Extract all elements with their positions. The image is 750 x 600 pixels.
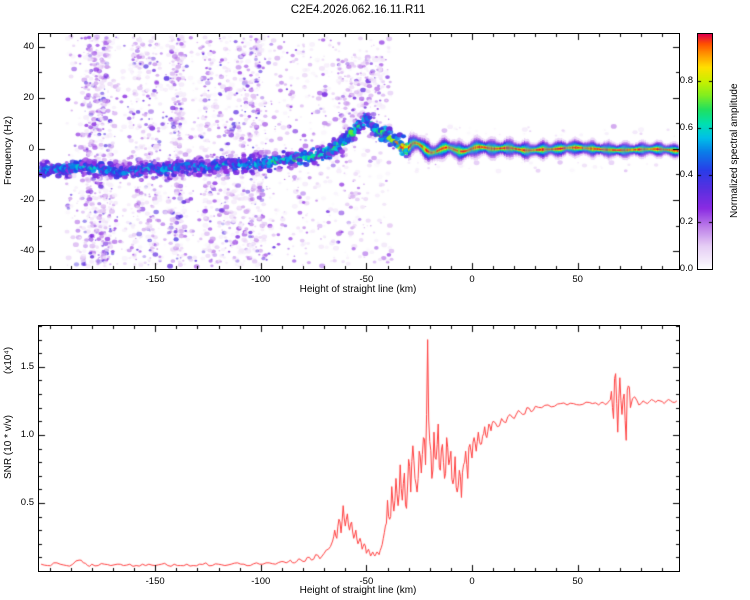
y-tick-label: 1.5 xyxy=(20,360,34,372)
y-tick-label: -20 xyxy=(20,194,34,206)
colorbar-label: Normalized spectral amplitude xyxy=(729,83,740,218)
y-tick-label: 0 xyxy=(28,142,34,154)
spectrogram-canvas xyxy=(39,34,679,269)
x-tick-label: -50 xyxy=(359,274,374,285)
x-tick-label: 50 xyxy=(572,274,583,285)
colorbar-tick-label: 0.0 xyxy=(679,263,693,274)
y-tick-label: 20 xyxy=(23,91,34,103)
colorbar-tick-label: 0.4 xyxy=(679,169,693,180)
colorbar-tick-label: 0.2 xyxy=(679,216,693,227)
spectrogram-xlabel: Height of straight line (km) xyxy=(299,284,417,295)
spectrogram-panel xyxy=(38,33,680,270)
x-tick-label: -100 xyxy=(251,274,271,285)
snr-canvas xyxy=(39,326,679,571)
colorbar-tick-label: 0.6 xyxy=(679,122,693,133)
snr-xlabel: Height of straight line (km) xyxy=(299,585,417,596)
y-tick-label: 1.0 xyxy=(20,428,34,440)
colorbar-tick-label: 0.8 xyxy=(679,75,693,86)
colorbar-canvas xyxy=(698,34,712,269)
x-tick-label: -150 xyxy=(145,576,165,587)
snr-panel xyxy=(38,325,680,572)
x-tick-label: -150 xyxy=(145,274,165,285)
x-tick-label: 50 xyxy=(572,576,583,587)
x-tick-label: 0 xyxy=(469,274,475,285)
y-tick-label: 0.5 xyxy=(20,496,34,508)
colorbar xyxy=(697,33,713,270)
y-tick-label: -40 xyxy=(20,245,34,257)
x-tick-label: -50 xyxy=(359,576,374,587)
plot-title: C2E4.2026.062.16.11.R11 xyxy=(290,4,426,16)
y-tick-label: 40 xyxy=(23,40,34,52)
x-tick-label: -100 xyxy=(251,576,271,587)
x-tick-label: 0 xyxy=(469,576,475,587)
